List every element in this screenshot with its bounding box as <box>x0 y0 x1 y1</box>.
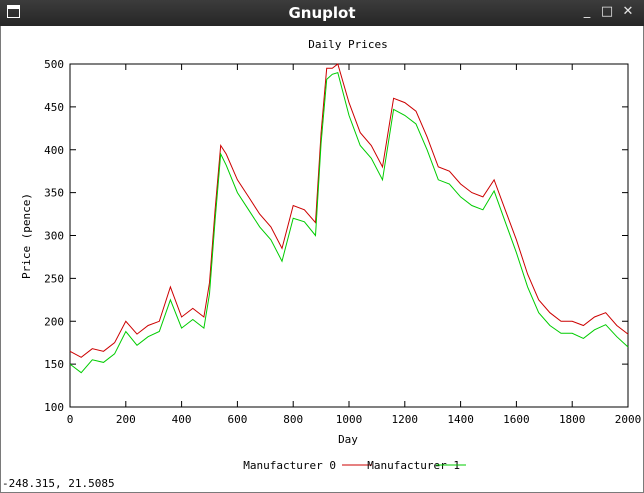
series-line-1 <box>69 71 629 374</box>
x-tick-label: 1800 <box>559 413 586 426</box>
x-tick-label: 200 <box>116 413 136 426</box>
gnuplot-window-icon[interactable] <box>7 5 20 18</box>
x-tick-label: 0 <box>67 413 74 426</box>
plot-area[interactable]: Daily Prices 0 200 400 600 800 1000 1200 1400 16… <box>0 26 644 476</box>
series-lines <box>69 63 629 374</box>
minimize-button[interactable]: _ <box>583 4 591 19</box>
y-tick-label: 200 <box>44 315 64 328</box>
chart-title: Daily Prices <box>308 38 387 51</box>
y-axis: 100 150 200 250 300 350 400 450 500 <box>44 58 628 414</box>
legend-label-1: Manufacturer 1 <box>367 459 460 472</box>
y-tick-label: 400 <box>44 144 64 157</box>
x-tick-label: 400 <box>172 413 192 426</box>
y-tick-label: 150 <box>44 358 64 371</box>
x-tick-label: 600 <box>227 413 247 426</box>
x-tick-label: 1400 <box>447 413 474 426</box>
y-tick-label: 300 <box>44 230 64 243</box>
maximize-button[interactable]: □ <box>600 4 614 19</box>
mouse-coordinates-readout: -248.315, 21.5085 <box>2 477 115 490</box>
y-tick-label: 500 <box>44 58 64 71</box>
y-tick-label: 450 <box>44 101 64 114</box>
x-tick-label: 1600 <box>503 413 530 426</box>
window-title: Gnuplot <box>288 4 356 22</box>
x-tick-label: 1200 <box>392 413 419 426</box>
series-line-0 <box>69 63 629 358</box>
x-tick-label: 2000 <box>615 413 642 426</box>
legend: Manufacturer 0 Manufacturer 1 <box>243 459 466 472</box>
y-tick-label: 250 <box>44 272 64 285</box>
window-titlebar[interactable]: Gnuplot _ □ ✕ <box>0 0 644 26</box>
x-axis: 0 200 400 600 800 1000 1200 1400 1600 1800 2000 <box>67 64 642 426</box>
x-tick-label: 1000 <box>336 413 363 426</box>
close-button[interactable]: ✕ <box>622 4 634 19</box>
y-tick-label: 350 <box>44 187 64 200</box>
legend-label-0: Manufacturer 0 <box>243 459 336 472</box>
x-axis-label: Day <box>338 433 358 446</box>
y-tick-label: 100 <box>44 401 64 414</box>
x-tick-label: 800 <box>283 413 303 426</box>
y-axis-label: Price (pence) <box>20 193 33 279</box>
